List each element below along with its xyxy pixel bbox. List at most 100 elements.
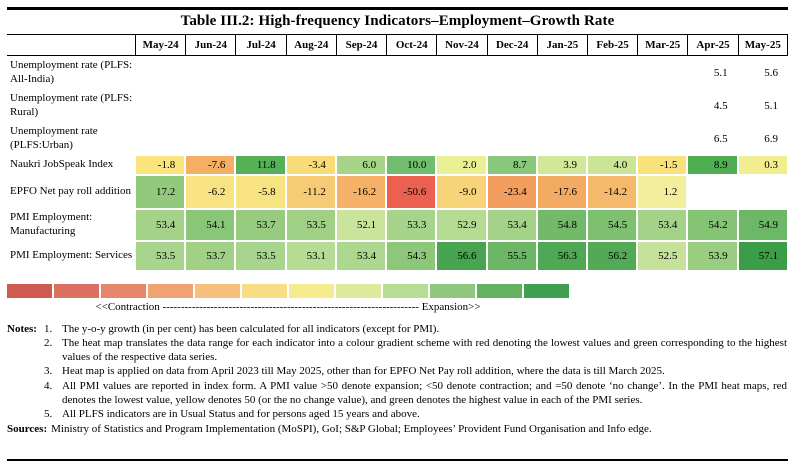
heatmap-cell: 8.7 [486,155,537,175]
heatmap-cell: 4.5 [687,89,738,122]
heatmap-cell: -7.6 [185,155,236,175]
column-header-jan-25: Jan-25 [536,35,587,56]
column-header-apr-25: Apr-25 [687,35,738,56]
notes-gutter [7,379,44,408]
legend-color-segment [148,283,193,298]
heatmap-cell: -9.0 [436,175,487,209]
heatmap-cell: 54.5 [586,209,638,241]
note-text: All PLFS indicators are in Usual Status … [62,408,420,421]
heatmap-cell [536,89,587,122]
heatmap-cell: 5.1 [687,56,738,89]
legend-color-segment [524,283,569,298]
note-item: 4. All PMI values are reported in index f… [7,379,788,408]
heatmap-legend: <<Contraction --------------------------… [7,283,569,313]
heatmap-cell: 53.4 [637,209,688,241]
heatmap-cell: 55.5 [486,240,537,271]
column-header-mar-25: Mar-25 [637,35,688,56]
heatmap-cell: 52.1 [335,209,387,241]
heatmap-cell: 53.5 [135,240,186,271]
legend-color-segment [7,283,52,298]
legend-color-segment [477,283,522,298]
heatmap-cell: 53.3 [386,209,437,241]
heatmap-cell: -11.2 [285,175,336,209]
heatmap-cell [536,56,587,89]
heatmap-cell: 6.0 [335,155,387,175]
notes-gutter [7,336,44,365]
column-header-jul-24: Jul-24 [235,35,286,56]
legend-color-segment [383,283,428,298]
heatmap-cell [135,56,186,89]
notes-label: Notes: [7,322,37,335]
heatmap-cell: 11.8 [235,155,286,175]
heatmap-cell: -23.4 [486,175,537,209]
heatmap-cell: 53.5 [285,209,336,241]
row-label: Unemployment rate (PLFS:Urban) [10,124,98,151]
heatmap-cell: 5.6 [737,56,788,89]
heatmap-cell: 2.0 [436,155,487,175]
column-header-sep-24: Sep-24 [335,35,387,56]
note-text: All PMI values are reported in index for… [62,379,787,406]
heatmap-cell: -1.5 [637,155,688,175]
note-number: 5. [44,408,53,421]
heatmap-cell: 10.0 [386,155,437,175]
note-text: The heat map translates the data range f… [62,336,787,364]
heatmap-cell [235,122,286,155]
heatmap-cell [135,89,186,122]
note-number: 4. [44,379,53,392]
note-number: 2. [44,336,53,349]
heatmap-cell: 53.7 [185,240,236,271]
heatmap-cell: 1.2 [637,175,688,209]
heatmap-cell: 54.3 [386,240,437,271]
heatmap-cell: 52.5 [637,240,688,271]
heatmap-cell: -3.4 [285,155,336,175]
column-header-nov-24: Nov-24 [436,35,487,56]
heatmap-cell: -1.8 [135,155,186,175]
table-title: Table III.2: High-frequency Indicators–E… [7,7,788,35]
column-header-empty [7,35,135,56]
note-number: 3. [44,365,53,378]
sources-label: Sources: [7,422,48,435]
column-header-dec-24: Dec-24 [486,35,537,56]
legend-color-segment [289,283,334,298]
row-label: PMI Employment: Services [10,248,133,261]
column-header-may-25: May-25 [737,35,788,56]
heatmap-cell [235,56,286,89]
row-label: Naukri JobSpeak Index [10,158,114,171]
heatmap-cell [486,56,537,89]
heatmap-cell: 52.9 [436,209,487,241]
heatmap-cell: 6.5 [687,122,738,155]
heatmap-cell: 0.3 [737,155,788,175]
heatmap-cell: 53.1 [285,240,336,271]
heatmap-cell [285,56,336,89]
legend-color-segment [195,283,240,298]
column-header-may-24: May-24 [135,35,186,56]
heatmap-cell [687,175,738,209]
heatmap-cell [586,89,638,122]
heatmap-cell: 4.0 [586,155,638,175]
heatmap-cell: -6.2 [185,175,236,209]
row-label: Unemployment rate (PLFS: All-India) [10,58,133,85]
heatmap-cell [637,122,688,155]
table-row: Unemployment rate (PLFS: All-India) 5.1 5.… [7,56,788,89]
heatmap-cell [386,56,437,89]
column-header-jun-24: Jun-24 [185,35,236,56]
heatmap-cell [285,122,336,155]
heatmap-cell: 54.8 [536,209,587,241]
table-row: PMI Employment: Services 53.5 53.7 53.5 53.1… [7,240,788,271]
header-row: May-24 Jun-24 Jul-24 Aug-24 Sep-24 Oct-24 Nov-… [7,35,788,56]
heatmap-cell [586,56,638,89]
heatmap-cell [335,89,387,122]
heatmap-cell: 56.2 [586,240,638,271]
heatmap-cell: -16.2 [335,175,387,209]
heatmap-cell: -50.6 [386,175,437,209]
heatmap-cell [185,122,236,155]
note-number: 1. [44,322,53,335]
bottom-rule [7,459,788,461]
heatmap-cell [637,89,688,122]
heatmap-cell: 17.2 [135,175,186,209]
heatmap-cell: 53.4 [135,209,186,241]
legend-color-segment [242,283,287,298]
heatmap-cell [185,56,236,89]
table-row: Unemployment rate (PLFS:Urban) 6.5 6.9 [7,122,788,155]
